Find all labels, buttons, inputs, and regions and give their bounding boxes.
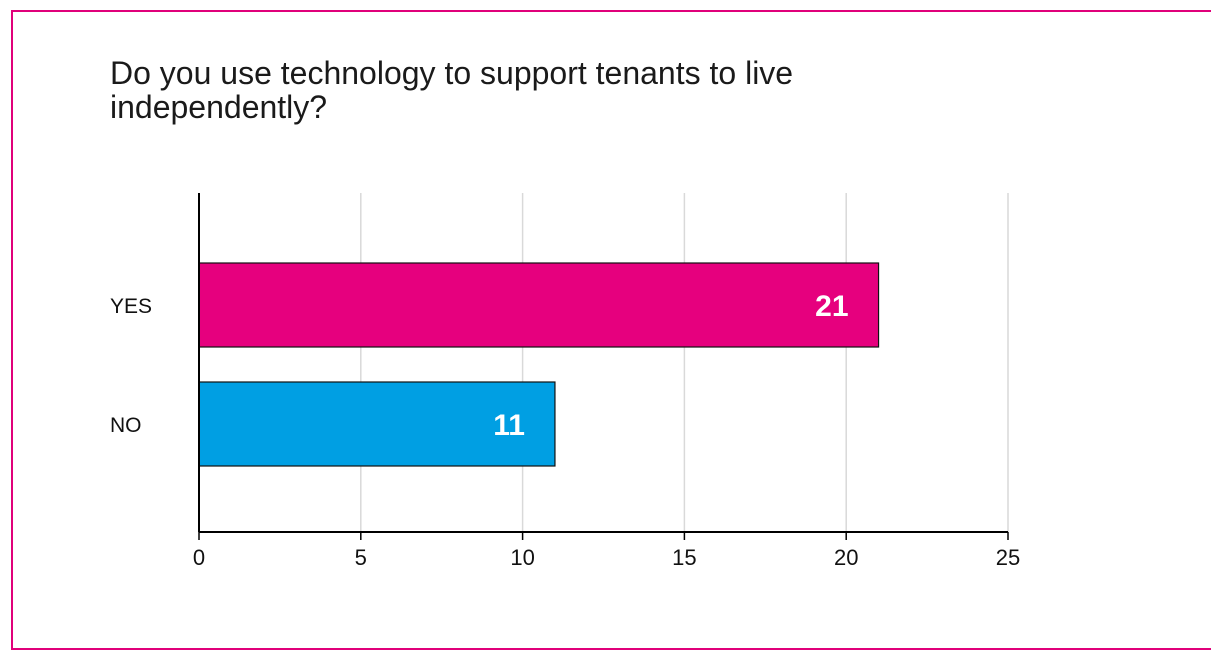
bars — [198, 262, 880, 467]
axes — [198, 193, 1009, 540]
x-tick-label: 20 — [834, 545, 858, 570]
grid-lines — [360, 193, 1009, 532]
x-tick-label: 5 — [355, 545, 367, 570]
labels: 0 5 10 15 20 25 YES 21 NO 11 — [110, 290, 1020, 570]
chart-title: Do you use technology to support tenants… — [110, 55, 794, 125]
category-label-yes: YES — [110, 295, 152, 318]
data-label-no: 11 — [493, 409, 525, 442]
x-tick-label: 25 — [996, 545, 1020, 570]
bar-yes — [198, 262, 880, 348]
x-tick-label: 10 — [510, 545, 534, 570]
data-label-yes: 21 — [815, 290, 848, 323]
bar-chart: 0 5 10 15 20 25 YES 21 NO 11 — [110, 193, 1020, 570]
bar-no — [198, 381, 556, 467]
category-label-no: NO — [110, 414, 142, 437]
x-tick-label: 0 — [193, 545, 205, 570]
x-tick-label: 15 — [672, 545, 696, 570]
